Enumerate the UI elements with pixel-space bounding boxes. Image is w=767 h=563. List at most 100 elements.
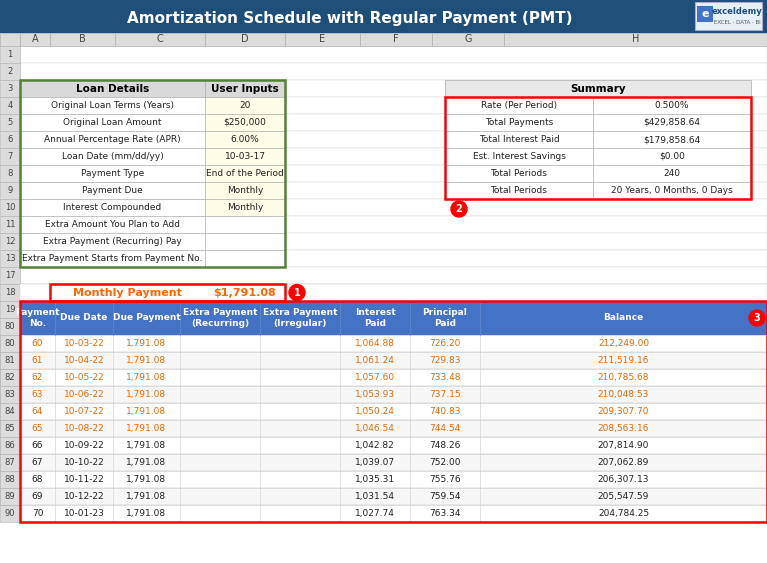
Text: 209,307.70: 209,307.70 <box>597 407 649 416</box>
Text: 63: 63 <box>31 390 43 399</box>
Bar <box>0 369 20 386</box>
Text: 89: 89 <box>5 492 15 501</box>
Text: 85: 85 <box>5 424 15 433</box>
Bar <box>0 437 20 454</box>
Circle shape <box>289 284 305 301</box>
Bar <box>360 33 432 46</box>
Text: 88: 88 <box>5 475 15 484</box>
Bar <box>20 437 767 454</box>
Bar <box>0 454 20 471</box>
Text: 1,791.08: 1,791.08 <box>127 339 166 348</box>
Bar <box>20 403 767 420</box>
Bar <box>20 488 767 505</box>
Bar <box>20 454 767 471</box>
Text: 748.26: 748.26 <box>430 441 461 450</box>
Bar <box>20 33 50 46</box>
Text: Monthly Payment: Monthly Payment <box>73 288 182 297</box>
Text: Loan Details: Loan Details <box>76 83 149 93</box>
Bar <box>20 199 205 216</box>
Text: 729.83: 729.83 <box>430 356 461 365</box>
Bar <box>205 182 285 199</box>
Text: 64: 64 <box>31 407 43 416</box>
Bar <box>20 301 767 318</box>
Bar <box>20 386 767 403</box>
Bar <box>20 403 767 420</box>
Text: 10-09-22: 10-09-22 <box>64 441 104 450</box>
Text: 90: 90 <box>5 509 15 518</box>
Text: 733.48: 733.48 <box>430 373 461 382</box>
Bar <box>20 505 767 522</box>
Bar <box>445 182 593 199</box>
Bar <box>593 165 751 182</box>
Bar <box>20 182 767 199</box>
Text: 1,791.08: 1,791.08 <box>127 458 166 467</box>
Text: Payment Due: Payment Due <box>82 186 143 195</box>
Text: $250,000: $250,000 <box>223 118 266 127</box>
Bar <box>445 148 593 165</box>
Text: 210,785.68: 210,785.68 <box>597 373 649 382</box>
Text: 10-04-22: 10-04-22 <box>64 356 104 365</box>
Bar <box>20 165 767 182</box>
Bar <box>20 471 767 488</box>
Text: 204,784.25: 204,784.25 <box>598 509 649 518</box>
Text: 2: 2 <box>8 67 12 76</box>
Text: 1,791.08: 1,791.08 <box>127 407 166 416</box>
Text: H: H <box>632 34 639 44</box>
Text: 7: 7 <box>8 152 13 161</box>
Text: 744.54: 744.54 <box>430 424 461 433</box>
Bar <box>0 33 20 46</box>
Bar <box>20 216 205 233</box>
Bar <box>20 46 767 63</box>
Text: Original Loan Amount: Original Loan Amount <box>63 118 162 127</box>
Text: EXCEL · DATA · BI: EXCEL · DATA · BI <box>713 20 760 25</box>
Text: 80: 80 <box>5 339 15 348</box>
Bar <box>0 46 20 63</box>
Text: Interest Compounded: Interest Compounded <box>64 203 162 212</box>
Text: 6.00%: 6.00% <box>231 135 259 144</box>
Text: 81: 81 <box>5 339 15 348</box>
Text: 1,053.93: 1,053.93 <box>355 390 395 399</box>
Text: $179,858.64: $179,858.64 <box>644 135 700 144</box>
Bar <box>0 267 20 284</box>
Text: exceldemy: exceldemy <box>712 7 762 16</box>
Bar <box>0 114 20 131</box>
Text: 20 Years, 0 Months, 0 Days: 20 Years, 0 Months, 0 Days <box>611 186 733 195</box>
Text: 11: 11 <box>5 220 15 229</box>
Bar <box>205 148 285 165</box>
Text: 6: 6 <box>8 135 13 144</box>
Text: 10-12-22: 10-12-22 <box>64 492 104 501</box>
Bar <box>20 335 767 352</box>
Text: 10-08-22: 10-08-22 <box>64 424 104 433</box>
Bar <box>205 114 285 131</box>
Text: 1,791.08: 1,791.08 <box>127 373 166 382</box>
Text: 83: 83 <box>5 373 15 382</box>
Bar <box>593 114 751 131</box>
Text: Est. Interest Savings: Est. Interest Savings <box>472 152 565 161</box>
Bar <box>445 97 593 114</box>
Text: 80: 80 <box>5 322 15 331</box>
Bar <box>20 420 767 437</box>
Text: 1,791.08: 1,791.08 <box>127 475 166 484</box>
Bar <box>0 250 20 267</box>
Bar <box>205 250 285 267</box>
Bar <box>0 0 767 33</box>
Text: 8: 8 <box>8 169 13 178</box>
Bar <box>50 284 285 301</box>
Text: Total Periods: Total Periods <box>491 186 548 195</box>
Bar <box>20 165 205 182</box>
Text: 1,057.60: 1,057.60 <box>355 373 395 382</box>
Text: 10-06-22: 10-06-22 <box>64 390 104 399</box>
Bar <box>0 182 20 199</box>
Bar <box>0 199 20 216</box>
Text: 0.500%: 0.500% <box>655 101 690 110</box>
Text: 3: 3 <box>8 84 13 93</box>
Text: 19: 19 <box>5 305 15 314</box>
Text: Payment
No.: Payment No. <box>15 309 60 328</box>
Text: Payment Type: Payment Type <box>81 169 144 178</box>
Bar <box>445 97 751 199</box>
Text: 9: 9 <box>8 186 12 195</box>
Bar <box>432 33 504 46</box>
Bar <box>20 97 767 114</box>
Text: 206,307.13: 206,307.13 <box>597 475 649 484</box>
Text: 60: 60 <box>31 339 43 348</box>
